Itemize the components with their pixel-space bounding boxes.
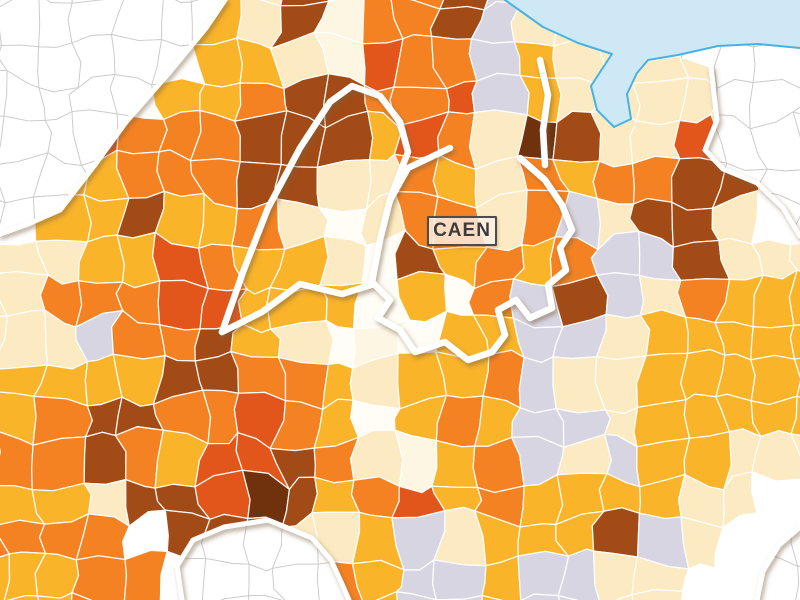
commune-cell[interactable] xyxy=(481,555,522,600)
commune-cell[interactable] xyxy=(0,519,47,555)
epci-boundary-coast-link xyxy=(536,56,552,169)
commune-cell[interactable] xyxy=(517,593,568,600)
commune-cell[interactable] xyxy=(635,352,689,409)
commune-cell[interactable] xyxy=(600,593,646,600)
commune-cell-outside xyxy=(792,111,800,138)
commune-cell-outside xyxy=(37,42,82,93)
commune-cell[interactable] xyxy=(790,395,800,448)
commune-cell[interactable] xyxy=(316,159,372,213)
commune-cell[interactable] xyxy=(395,590,444,600)
coastline xyxy=(504,0,800,128)
city-label-text: CAEN xyxy=(433,220,491,241)
commune-cell-outside xyxy=(220,595,250,600)
commune-cell[interactable] xyxy=(71,555,128,600)
commune-cell[interactable] xyxy=(557,548,603,600)
commune-cell-outside xyxy=(749,111,800,172)
commune-cell-outside xyxy=(38,0,73,48)
commune-cell-outside xyxy=(247,594,283,600)
study-area-edge xyxy=(174,517,352,600)
commune-cell[interactable] xyxy=(750,324,796,361)
commune-cell[interactable] xyxy=(471,72,530,116)
commune-cell[interactable] xyxy=(791,471,800,527)
commune-cell[interactable] xyxy=(0,309,48,371)
commune-cell[interactable] xyxy=(713,551,767,600)
epci-boundary-nw-epci-west xyxy=(218,82,412,336)
commune-cell[interactable] xyxy=(592,550,639,600)
commune-cell[interactable] xyxy=(350,476,401,519)
commune-cell[interactable] xyxy=(789,241,800,280)
commune-cell[interactable] xyxy=(435,594,486,600)
commune-cell[interactable] xyxy=(788,269,800,327)
commune-cell[interactable] xyxy=(361,590,401,600)
city-label-caen: CAEN xyxy=(427,216,497,246)
commune-cell[interactable] xyxy=(518,355,557,414)
commune-cell-outside xyxy=(271,563,320,600)
commune-cell[interactable] xyxy=(0,594,50,600)
commune-cell-outside xyxy=(201,557,250,600)
commune-cell[interactable] xyxy=(789,311,800,367)
epci-boundary-caen-la-mer-ring xyxy=(368,144,576,364)
commune-cell[interactable] xyxy=(679,590,716,600)
commune-cell[interactable] xyxy=(431,559,487,600)
commune-cell-outside xyxy=(161,0,193,47)
sea xyxy=(505,0,800,127)
study-area-edge xyxy=(0,0,228,237)
commune-cell[interactable] xyxy=(709,592,765,600)
commune-cell[interactable] xyxy=(789,196,800,250)
commune-cell[interactable] xyxy=(31,436,87,492)
study-area-edge xyxy=(702,65,800,239)
epci-boundary-nw-epci-south xyxy=(218,280,378,336)
commune-cell[interactable] xyxy=(631,588,690,600)
commune-cell-outside xyxy=(0,0,41,48)
commune-cell[interactable] xyxy=(431,439,479,489)
study-area-edge xyxy=(754,524,800,600)
commune-cell-outside xyxy=(795,565,800,600)
commune-cell[interactable] xyxy=(36,591,73,600)
commune-cell[interactable] xyxy=(513,40,558,79)
commune-cell[interactable] xyxy=(123,549,169,600)
commune-cell[interactable] xyxy=(592,160,635,205)
commune-cell[interactable] xyxy=(319,235,367,287)
